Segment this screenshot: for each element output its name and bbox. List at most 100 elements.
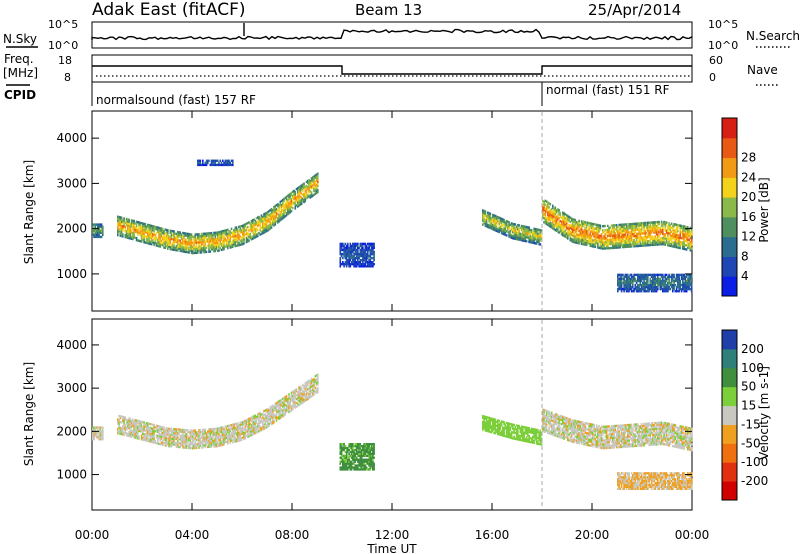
power-cell <box>222 230 224 233</box>
power-cell <box>619 240 622 243</box>
power-cell <box>267 217 269 220</box>
power-cell <box>602 245 604 248</box>
power-cell <box>593 227 595 230</box>
power-cell <box>633 232 635 236</box>
power-cell <box>275 203 278 207</box>
nsky-trace <box>91 28 693 41</box>
power-cell <box>584 223 587 226</box>
power-cell <box>493 218 495 221</box>
power-cell <box>264 228 267 231</box>
power-cell <box>247 225 249 229</box>
power-cell <box>265 230 268 233</box>
velocity-cell <box>303 390 305 393</box>
power-cell <box>130 219 133 222</box>
power-cell <box>175 232 178 236</box>
power-cell <box>627 281 629 285</box>
power-cell <box>657 235 659 238</box>
power-cell <box>125 236 128 239</box>
velocity-cell <box>180 428 183 431</box>
power-cell <box>214 161 217 165</box>
power-cell <box>367 242 369 246</box>
power-cell <box>547 215 549 218</box>
power-cell <box>493 224 495 227</box>
power-cell <box>227 228 229 231</box>
power-cell <box>200 236 203 240</box>
power-cell <box>179 247 182 251</box>
velocity-cell <box>255 425 258 428</box>
power-cell <box>574 231 577 234</box>
velocity-cell <box>260 419 263 422</box>
velocity-cell <box>265 420 268 423</box>
power-cell <box>639 230 642 233</box>
power-cell <box>644 277 647 281</box>
power-cell <box>637 275 639 279</box>
power-cell <box>309 196 312 199</box>
power-cell <box>222 236 224 239</box>
power-cell <box>630 235 633 238</box>
velocity-cell <box>148 438 150 441</box>
power-cell <box>307 181 309 185</box>
power-cell <box>685 290 688 293</box>
power-cell <box>508 233 510 236</box>
power-cell <box>614 240 617 243</box>
power-cell <box>213 163 215 167</box>
power-cell <box>193 245 195 249</box>
power-cell <box>624 229 627 232</box>
power-cell <box>242 224 244 227</box>
power-cell <box>549 221 552 224</box>
power-cell <box>618 281 620 285</box>
power-cell <box>673 279 675 283</box>
velocity-cell <box>237 432 239 435</box>
power-cell <box>568 234 570 237</box>
power-cell <box>632 290 634 293</box>
power-cell <box>283 205 285 209</box>
power-cell <box>487 225 489 229</box>
power-cell <box>649 235 652 239</box>
velocity-cell <box>209 443 212 446</box>
power-cell <box>178 243 180 246</box>
power-cell <box>259 221 262 224</box>
power-cell <box>172 234 174 237</box>
power-cell <box>173 238 175 241</box>
velocity-cell <box>165 444 168 447</box>
power-cell <box>170 229 173 233</box>
power-cell <box>505 226 508 229</box>
power-cell <box>193 235 195 238</box>
power-cell <box>203 236 205 240</box>
power-cell <box>523 235 525 238</box>
velocity-cell <box>137 419 139 422</box>
velocity-cell <box>288 397 290 400</box>
velocity-cell <box>245 421 248 424</box>
power-cell <box>363 250 365 254</box>
power-cell <box>189 241 192 244</box>
power-cell <box>145 235 148 238</box>
power-cell <box>307 179 309 183</box>
velocity-cell <box>299 385 302 388</box>
power-cell <box>610 242 613 246</box>
velocity-cell <box>299 391 302 394</box>
power-cell <box>678 279 680 283</box>
power-cell <box>519 234 522 237</box>
power-cell <box>629 281 632 285</box>
power-cell <box>304 195 307 199</box>
power-cell <box>144 235 147 238</box>
power-cell <box>659 283 662 287</box>
power-cell <box>269 221 272 224</box>
power-cell <box>205 161 208 165</box>
velocity-cell <box>193 443 195 446</box>
power-cell <box>127 224 129 227</box>
power-cell <box>302 189 304 192</box>
power-cell <box>663 275 665 279</box>
velocity-cell <box>118 422 120 425</box>
power-cell <box>119 232 122 235</box>
power-cell <box>537 234 539 237</box>
power-cell <box>360 246 363 250</box>
velocity-cell <box>224 433 227 436</box>
power-cell <box>232 245 234 248</box>
power-cell <box>659 232 662 236</box>
power-cell <box>502 218 504 221</box>
velocity-cell <box>275 409 278 412</box>
velocity-cell <box>294 394 297 398</box>
velocity-cell <box>118 414 120 418</box>
power-cell <box>339 242 342 246</box>
